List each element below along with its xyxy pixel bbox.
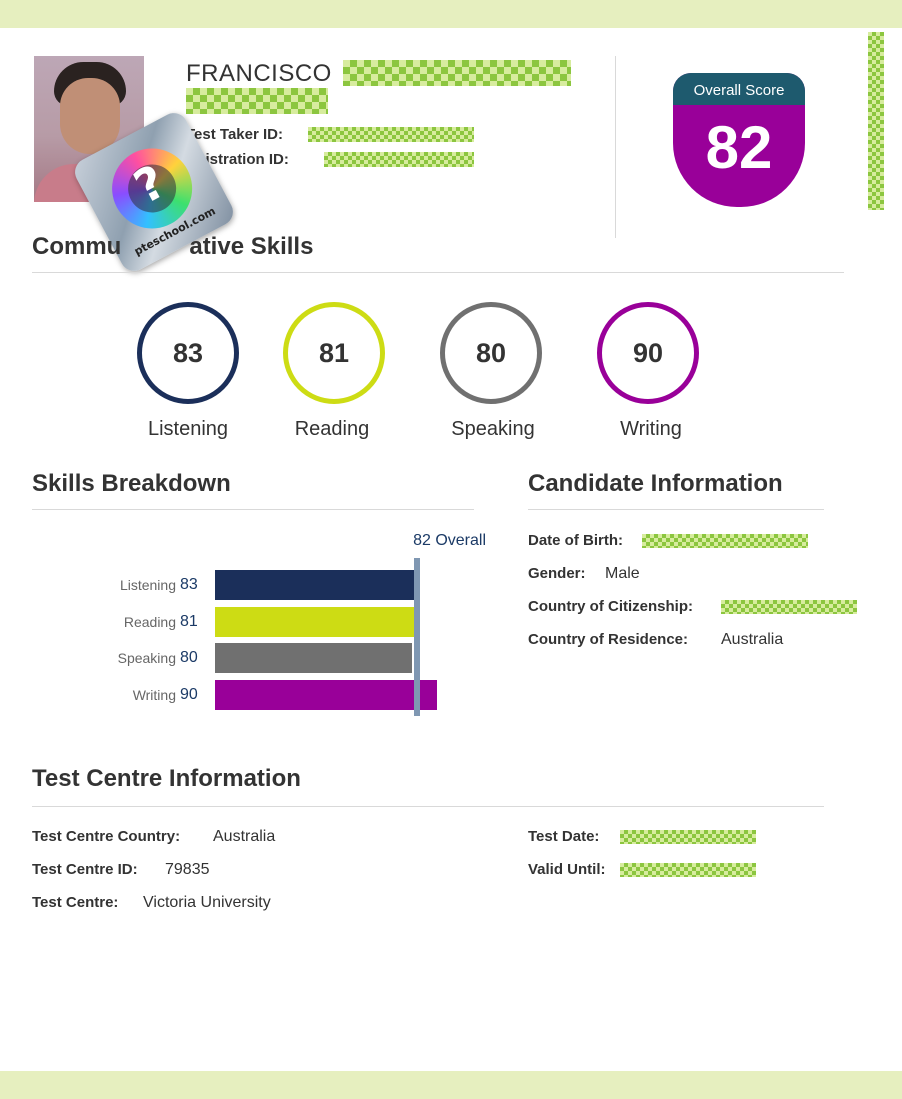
overall-score-badge: Overall Score 82 (673, 73, 805, 207)
speaking-score-circle: 80 (440, 302, 542, 404)
communicative-divider (32, 272, 844, 273)
test-taker-id-label: Test Taker ID: (186, 126, 283, 143)
writing-bar-label: Writing (132, 686, 176, 703)
registration-id-label: egistration ID: (188, 151, 289, 168)
test-centre-id-value: 79835 (165, 861, 210, 878)
reading-bar-value: 81 (180, 612, 198, 630)
writing-score-circle: 90 (597, 302, 699, 404)
redacted-test-taker-id (308, 127, 474, 142)
valid-until-label: Valid Until: (528, 861, 606, 878)
speaking-label: Speaking (451, 418, 535, 440)
skills-breakdown-title: Skills Breakdown (32, 470, 231, 497)
reading-score-circle: 81 (283, 302, 385, 404)
redacted-registration-id (324, 152, 474, 167)
redacted-dob (642, 534, 808, 548)
redacted-surname (343, 60, 571, 86)
test-centre-name-label: Test Centre: (32, 894, 119, 911)
candidate-information-title: Candidate Information (528, 470, 783, 497)
gender-value: Male (605, 565, 640, 582)
reading-bar-label: Reading (123, 613, 176, 630)
writing-bar-value: 90 (180, 685, 198, 703)
speaking-bar-value: 80 (180, 649, 198, 666)
candidate-first-name: FRANCISCO (186, 60, 332, 87)
listening-score-circle: 83 (137, 302, 239, 404)
redacted-valid-until (620, 863, 756, 877)
redaction-edge-strip (868, 32, 884, 210)
communicative-title-left: Commu (32, 233, 122, 260)
test-centre-information-title: Test Centre Information (32, 765, 301, 792)
speaking-bar (215, 643, 412, 673)
redacted-test-date (620, 830, 756, 844)
listening-bar-value: 83 (180, 576, 198, 593)
communicative-title-right: ative Skills (189, 233, 314, 260)
redacted-citizenship (721, 600, 857, 614)
communicative-skills-title: Commu ative Skills (32, 233, 313, 261)
writing-bar (215, 679, 437, 710)
redacted-surname-continued (186, 88, 328, 114)
reading-bar (215, 606, 415, 637)
listening-label: Listening (147, 418, 229, 440)
reading-label: Reading (294, 418, 370, 440)
listening-bar (215, 570, 419, 600)
overall-reference-line (414, 558, 420, 716)
test-centre-country-value: Australia (213, 828, 276, 845)
listening-bar-label: Listening (119, 577, 176, 593)
overall-score-value: 82 (705, 114, 773, 181)
bottom-band (0, 1071, 902, 1099)
candidate-divider (528, 509, 824, 510)
gender-label: Gender: (528, 565, 586, 582)
test-date-label: Test Date: (528, 828, 600, 845)
test-centre-name-value: Victoria University (143, 894, 271, 911)
residence-label: Country of Residence: (528, 631, 689, 648)
citizenship-label: Country of Citizenship: (528, 598, 693, 615)
overall-reference-label: 82 Overall (413, 532, 486, 549)
residence-value: Australia (721, 631, 784, 648)
writing-label: Writing (620, 418, 682, 440)
test-centre-divider (32, 806, 824, 807)
dob-label: Date of Birth: (528, 532, 623, 549)
header-divider (615, 56, 616, 238)
breakdown-divider (32, 509, 474, 510)
top-band (0, 0, 902, 28)
test-centre-country-label: Test Centre Country: (32, 828, 181, 845)
overall-score-label: Overall Score (693, 82, 785, 99)
test-centre-id-label: Test Centre ID: (32, 861, 138, 878)
speaking-bar-label: Speaking (117, 650, 176, 666)
